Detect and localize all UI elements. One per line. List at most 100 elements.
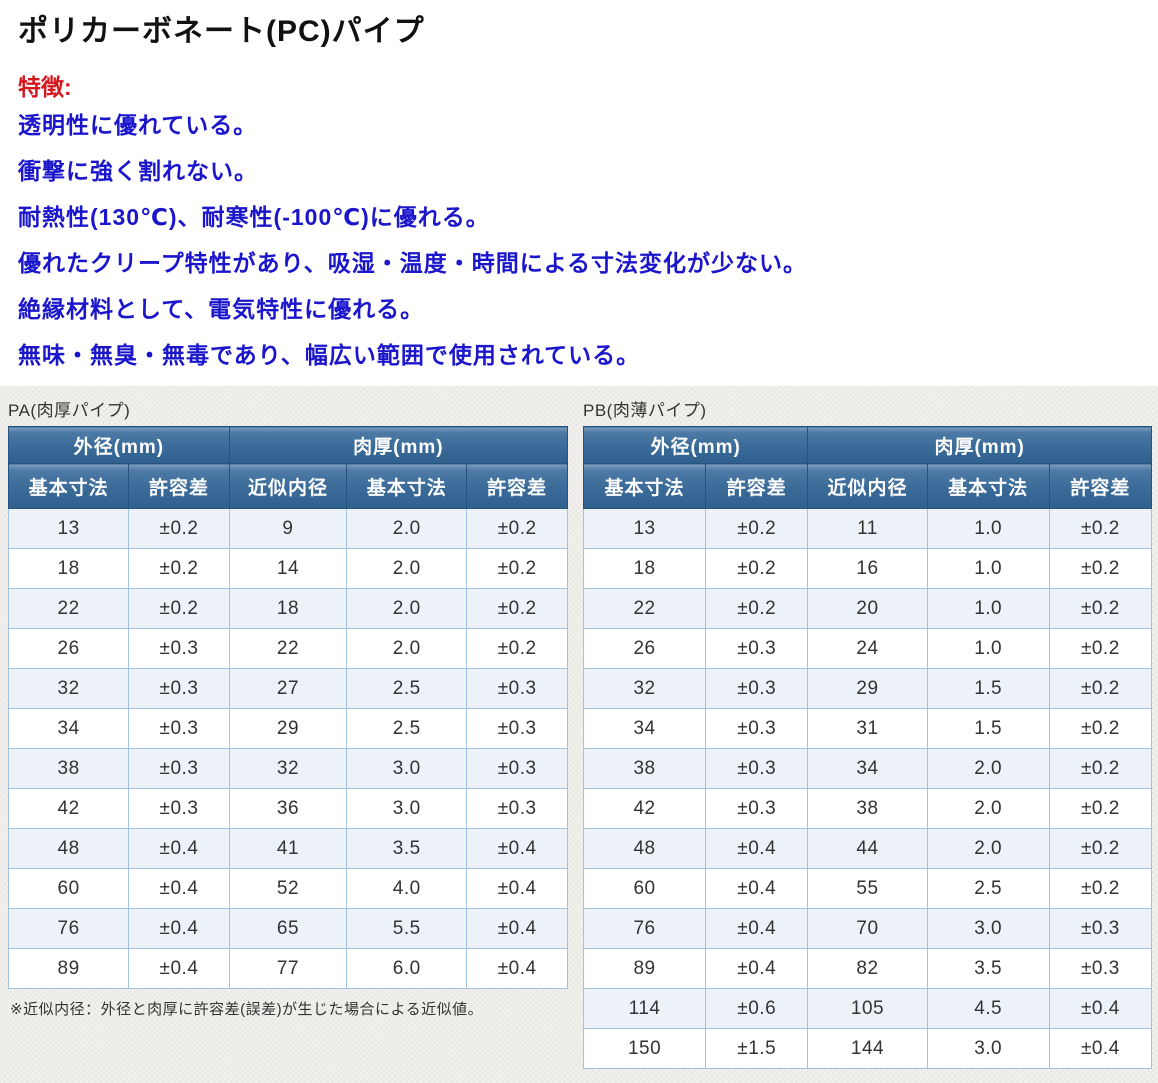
table-cell: ±0.4 [128,948,230,989]
table-cell: 1.0 [926,588,1050,629]
table-cell: 13 [7,508,130,549]
table-cell: 38 [7,748,130,789]
table-cell: 150 [582,1028,707,1069]
table-cell: ±0.4 [466,868,568,909]
table-cell: ±0.3 [705,628,809,669]
table-cell: 1.5 [926,668,1050,709]
table-cell: 89 [7,948,130,989]
column-header: 許容差 [128,463,230,509]
table-cell: ±0.2 [705,588,809,629]
table-cell: 1.0 [926,548,1050,589]
feature-line: 耐熱性(130℃)、耐寒性(-100℃)に優れる。 [18,204,490,230]
table-row: 89 ±0.4 82 3.5 ±0.3 [582,948,1153,989]
table-cell: ±0.4 [705,868,809,909]
table-cell: 38 [582,748,707,789]
table-cell: 32 [7,668,130,709]
wall-thickness-header: 肉厚(mm) [228,426,569,464]
table-cell: 76 [582,908,707,949]
table-cell: 2.0 [346,588,468,629]
table-cell: 14 [228,548,348,589]
table-cell: ±0.4 [466,908,568,949]
column-header: 近似内径 [228,463,348,509]
feature-line: 優れたクリープ特性があり、吸湿・温度・時間による寸法変化が少ない。 [18,250,808,276]
table-cell: 3.0 [926,908,1050,949]
table-cell: ±0.3 [128,708,230,749]
approx-inner-diameter-footnote: ※近似内径：外径と肉厚に許容差(誤差)が生じた場合による近似値。 [10,1001,484,1018]
table-cell: 20 [807,588,928,629]
wall-thickness-header: 肉厚(mm) [807,426,1152,464]
table-cell: 5.5 [346,908,468,949]
table-cell: 65 [228,908,348,949]
intro-section: ポリカーボネート(PC)パイプ 特徴: 透明性に優れている。 衝撃に強く割れない… [0,6,1158,378]
feature-line: 衝撃に強く割れない。 [18,158,258,184]
table-cell: 89 [582,948,707,989]
table-cell: ±0.3 [1048,948,1153,989]
table-cell: ±0.2 [1048,868,1153,909]
table-column-header-row: 基本寸法 許容差 近似内径 基本寸法 許容差 [582,463,1153,509]
table-cell: ±0.2 [466,548,568,589]
table-group-header-row: 外径(mm) 肉厚(mm) [582,426,1152,464]
table-cell: 55 [807,868,928,909]
outer-diameter-header: 外径(mm) [8,426,230,464]
table-cell: 144 [807,1028,928,1069]
table-cell: 2.5 [346,668,468,709]
table-cell: 2.0 [926,828,1050,869]
table-cell: 26 [7,628,130,669]
feature-line: 透明性に優れている。 [18,112,258,138]
table-cell: 29 [228,708,348,749]
table-row: 76 ±0.4 70 3.0 ±0.3 [582,908,1153,949]
table-row: 26 ±0.3 22 2.0 ±0.2 [7,628,568,669]
table-cell: ±0.3 [128,788,230,829]
table-cell: 4.0 [346,868,468,909]
table-cell: 2.0 [346,508,468,549]
outer-diameter-header: 外径(mm) [582,426,809,464]
table-cell: ±0.2 [1048,588,1153,629]
table-cell: 41 [228,828,348,869]
table-cell: 48 [7,828,130,869]
table-cell: 3.0 [346,788,468,829]
table-cell: 3.0 [346,748,468,789]
column-header: 許容差 [1048,463,1153,509]
pa-table-block: PA(肉厚パイプ) 外径(mm) 肉厚(mm) 基本寸法 許容差 近似内径 基本… [7,401,569,989]
table-row: 34 ±0.3 31 1.5 ±0.2 [582,708,1153,749]
table-cell: 42 [7,788,130,829]
table-row: 42 ±0.3 36 3.0 ±0.3 [7,788,568,829]
table-column-header-row: 基本寸法 許容差 近似内径 基本寸法 許容差 [7,463,568,509]
table-cell: 76 [7,908,130,949]
table-cell: ±0.3 [705,668,809,709]
table-cell: 60 [7,868,130,909]
table-cell: ±0.2 [1048,508,1153,549]
column-header: 基本寸法 [582,463,707,509]
table-cell: 2.5 [346,708,468,749]
column-header: 基本寸法 [926,463,1050,509]
column-header: 基本寸法 [7,463,130,509]
column-header: 近似内径 [807,463,928,509]
table-row: 150 ±1.5 144 3.0 ±0.4 [582,1028,1153,1069]
table-cell: ±0.2 [128,548,230,589]
pb-table-block: PB(肉薄パイプ) 外径(mm) 肉厚(mm) 基本寸法 許容差 近似内径 基本… [582,401,1153,1069]
table-row: 32 ±0.3 29 1.5 ±0.2 [582,668,1153,709]
table-cell: 42 [582,788,707,829]
table-cell: ±0.2 [1048,748,1153,789]
table-cell: ±0.2 [1048,708,1153,749]
table-cell: 6.0 [346,948,468,989]
table-cell: ±0.2 [1048,548,1153,589]
table-cell: 31 [807,708,928,749]
table-cell: 22 [582,588,707,629]
table-cell: 1.0 [926,508,1050,549]
table-cell: 3.5 [346,828,468,869]
table-cell: 18 [7,548,130,589]
table-row: 38 ±0.3 34 2.0 ±0.2 [582,748,1153,789]
features-heading: 特徴: [18,74,72,100]
table-row: 48 ±0.4 44 2.0 ±0.2 [582,828,1153,869]
column-header: 許容差 [705,463,809,509]
column-header: 許容差 [466,463,568,509]
table-cell: 70 [807,908,928,949]
table-cell: 32 [228,748,348,789]
table-group-header-row: 外径(mm) 肉厚(mm) [8,426,569,464]
table-row: 60 ±0.4 52 4.0 ±0.4 [7,868,568,909]
table-cell: 18 [228,588,348,629]
table-cell: ±0.4 [1048,988,1153,1029]
table-cell: 27 [228,668,348,709]
table-row: 18 ±0.2 16 1.0 ±0.2 [582,548,1153,589]
